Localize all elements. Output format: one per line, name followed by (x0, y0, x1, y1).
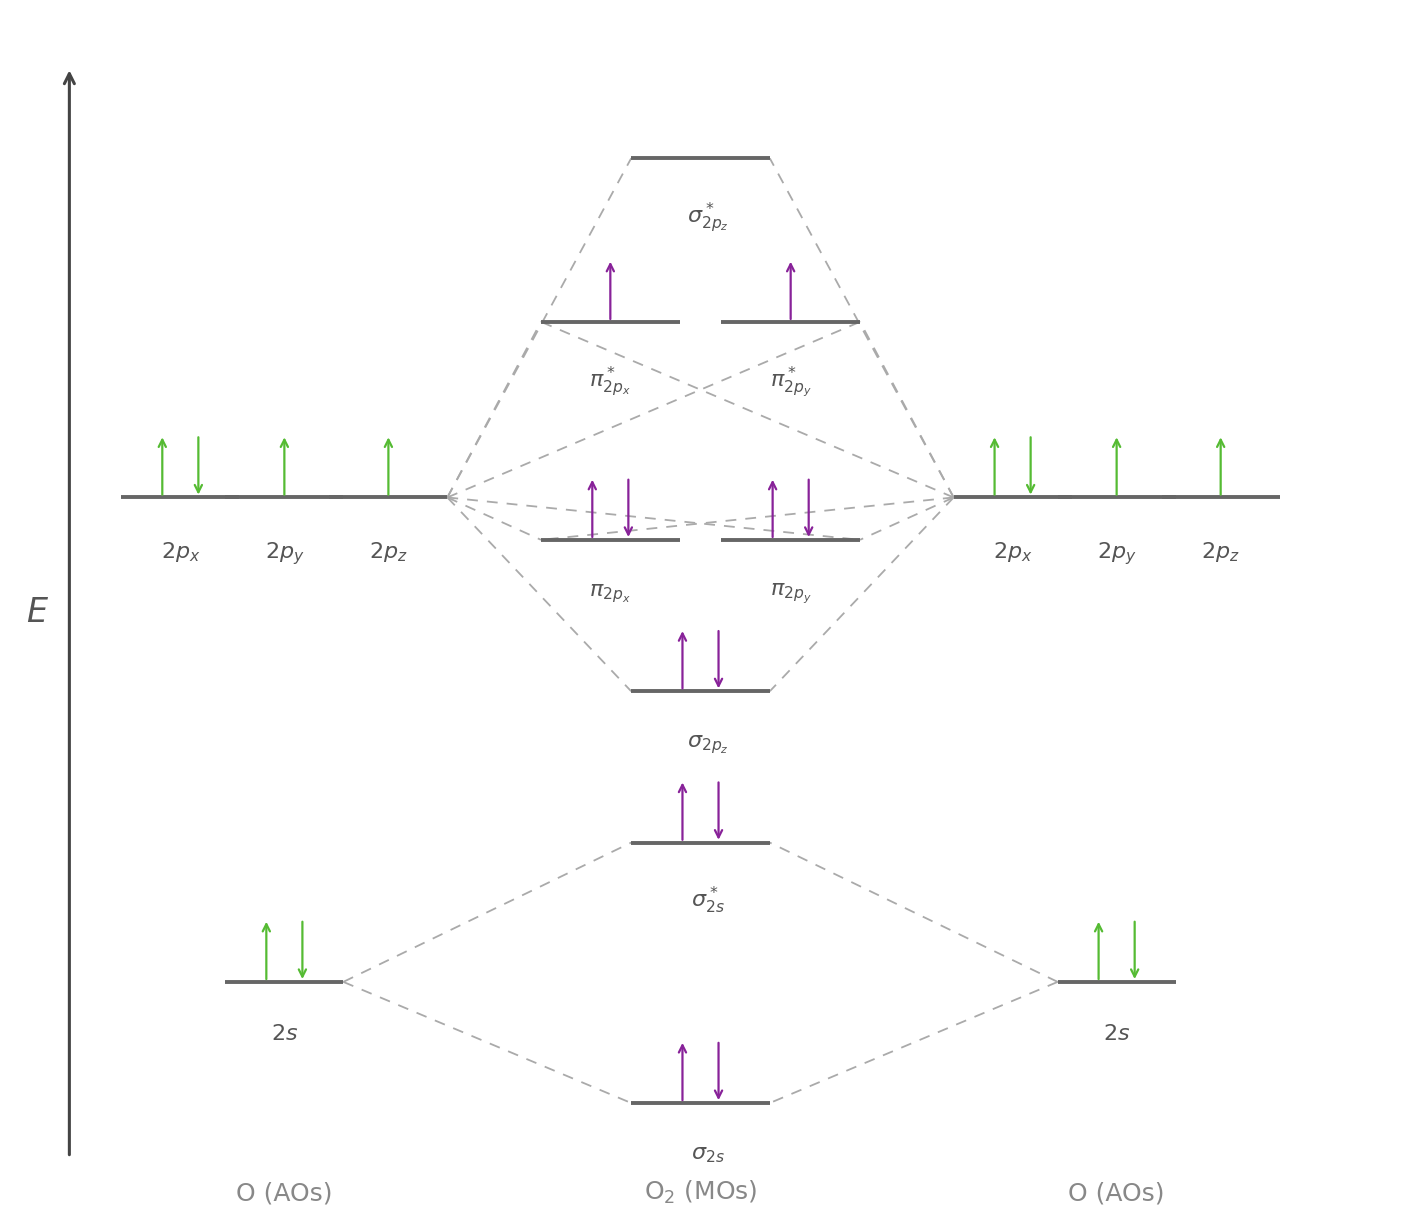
Text: $\pi^*_{2p_y}$: $\pi^*_{2p_y}$ (769, 364, 811, 401)
Text: $2s$: $2s$ (1103, 1024, 1131, 1044)
Text: $\pi_{2p_y}$: $\pi_{2p_y}$ (769, 582, 811, 606)
Text: O (AOs): O (AOs) (237, 1182, 332, 1205)
Text: O (AOs): O (AOs) (1069, 1182, 1164, 1205)
Text: $2s$: $2s$ (270, 1024, 298, 1044)
Text: $\sigma_{2p_z}$: $\sigma_{2p_z}$ (686, 734, 729, 756)
Text: $2p_z$: $2p_z$ (368, 540, 408, 564)
Text: $2p_y$: $2p_y$ (265, 540, 304, 567)
Text: O$_2$ (MOs): O$_2$ (MOs) (644, 1178, 757, 1205)
Text: $2p_x$: $2p_x$ (161, 540, 200, 564)
Text: $\pi^*_{2p_x}$: $\pi^*_{2p_x}$ (590, 364, 632, 398)
Text: $\pi_{2p_x}$: $\pi_{2p_x}$ (590, 582, 632, 605)
Text: $\sigma^*_{2s}$: $\sigma^*_{2s}$ (691, 884, 724, 916)
Text: $\sigma^*_{2p_z}$: $\sigma^*_{2p_z}$ (686, 201, 729, 235)
Text: $\sigma_{2s}$: $\sigma_{2s}$ (691, 1145, 724, 1165)
Text: $2p_x$: $2p_x$ (993, 540, 1033, 564)
Text: $\it{E}$: $\it{E}$ (27, 597, 49, 628)
Text: $2p_y$: $2p_y$ (1097, 540, 1136, 567)
Text: $2p_z$: $2p_z$ (1201, 540, 1240, 564)
